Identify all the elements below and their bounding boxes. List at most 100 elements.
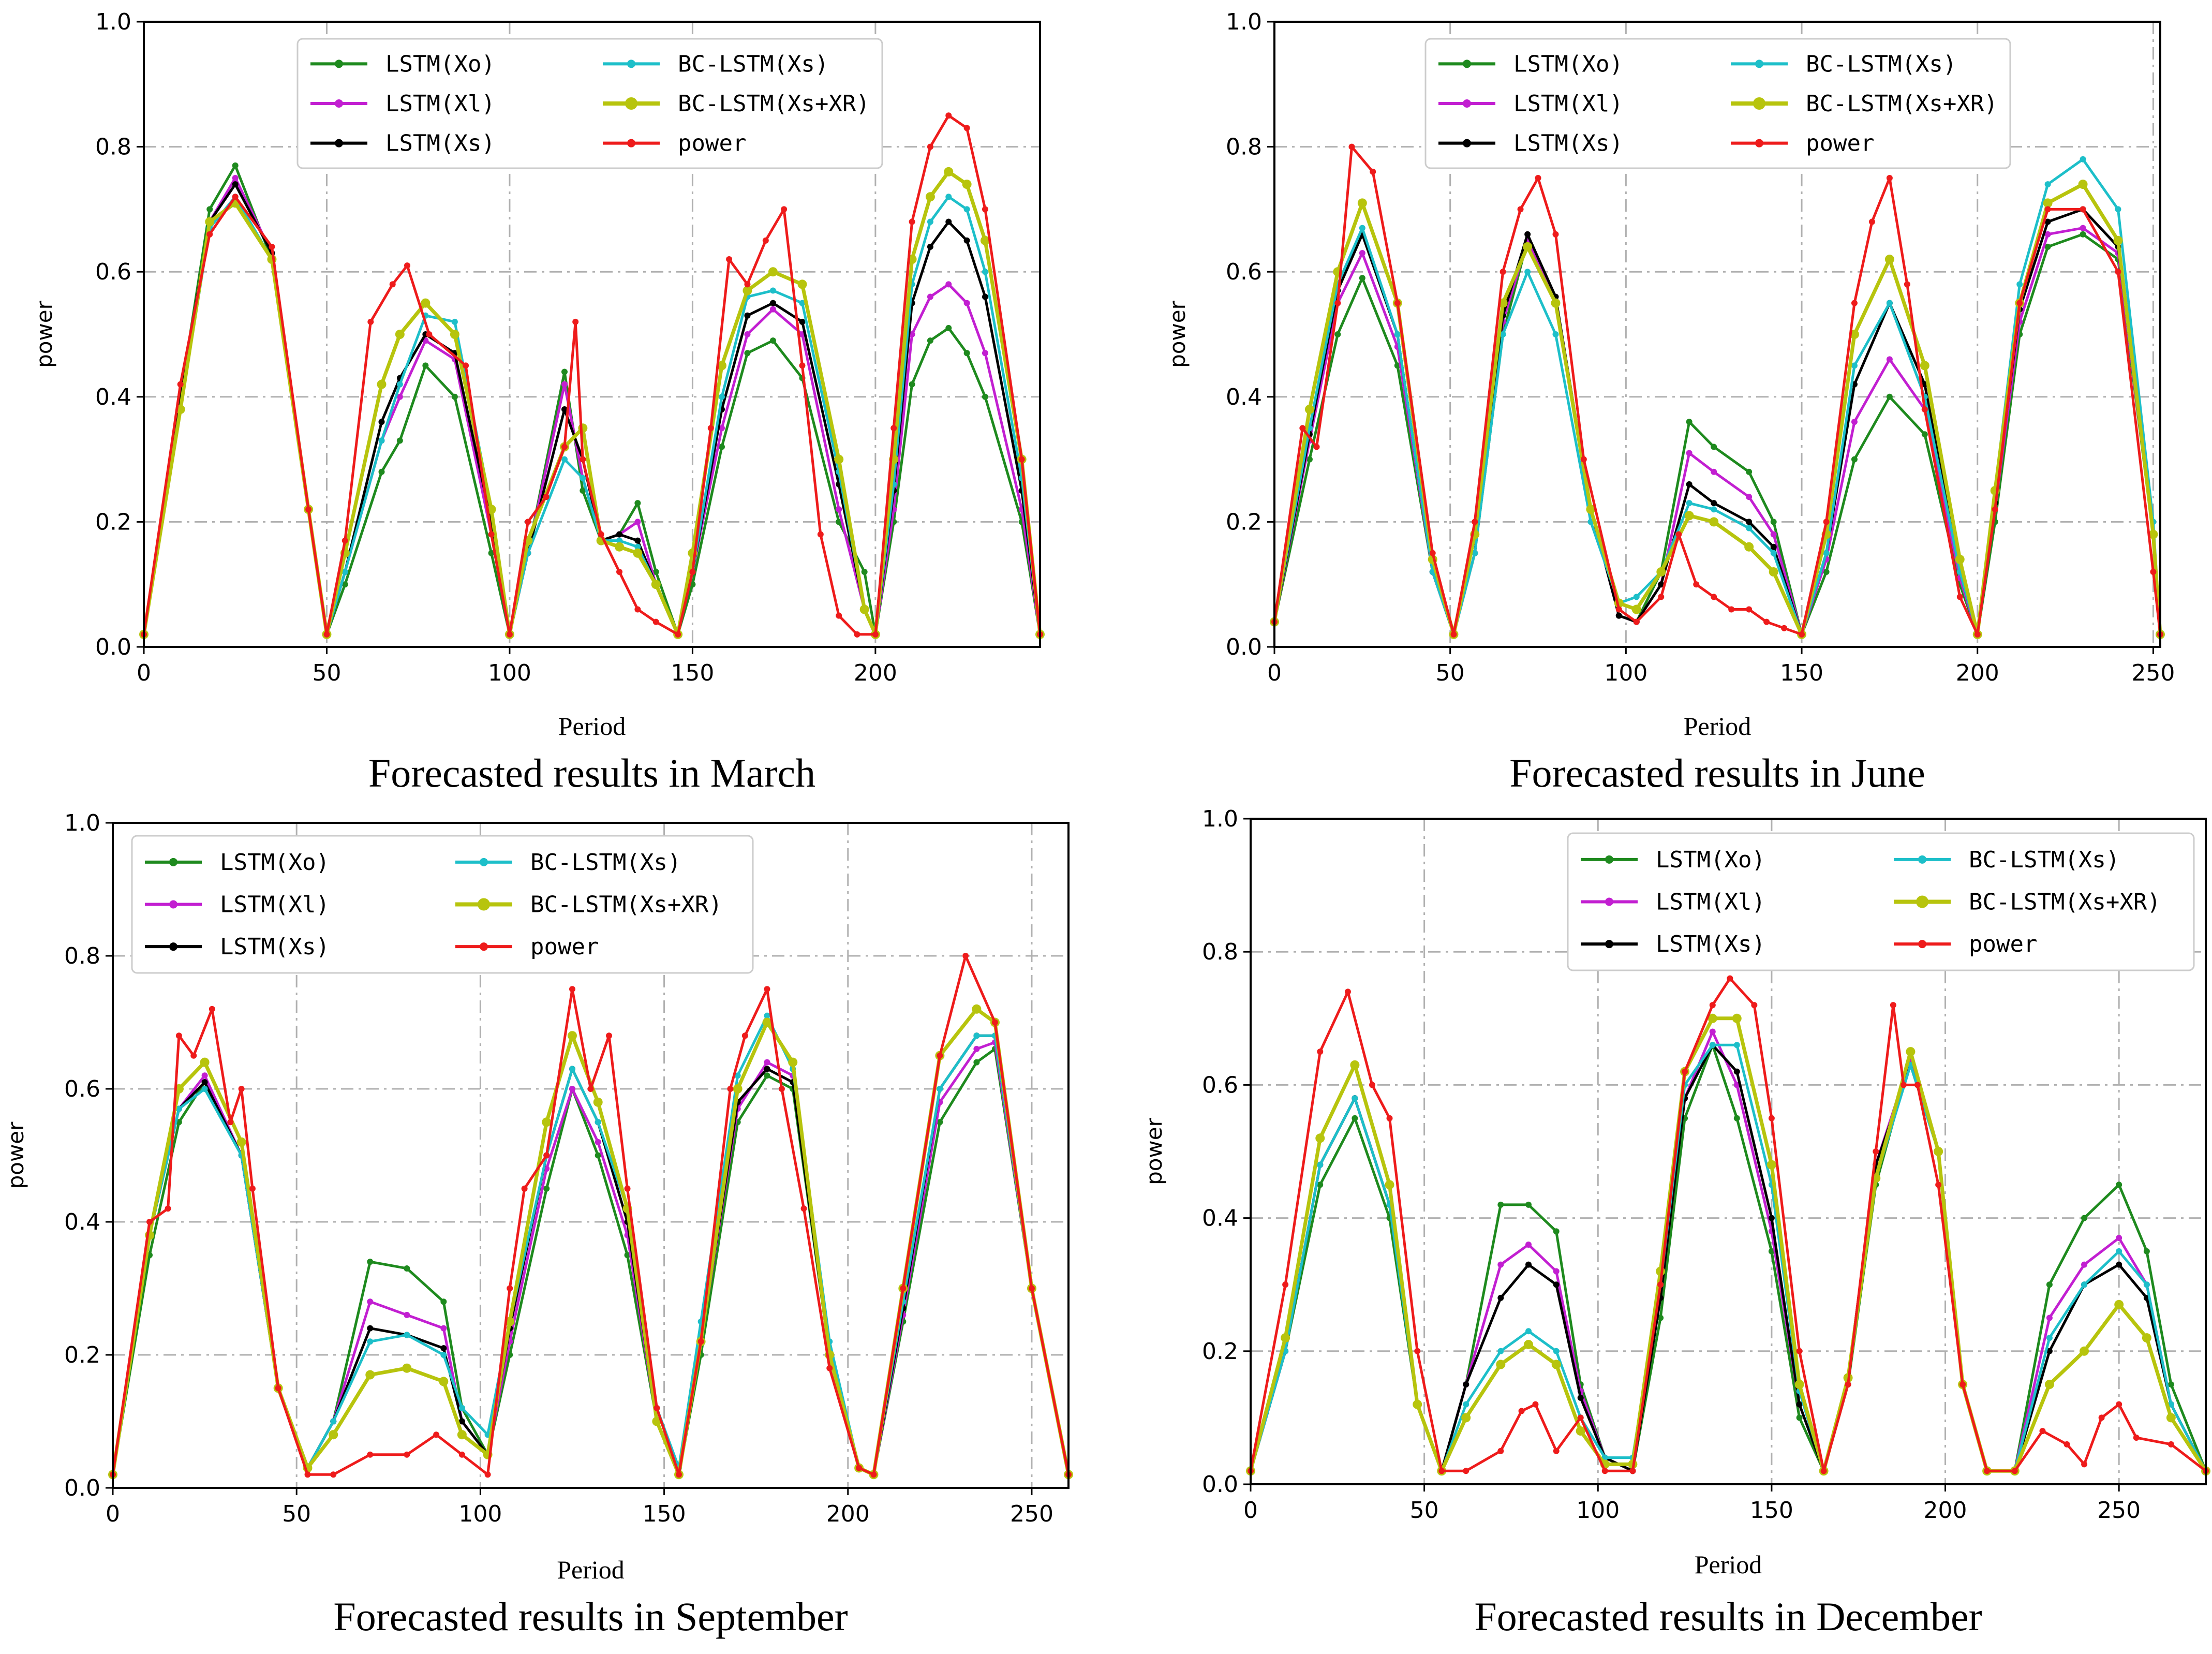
data-point xyxy=(1768,1115,1775,1121)
y-tick-label: 0.6 xyxy=(1202,1072,1238,1098)
chart-caption: Forecasted results in June xyxy=(1509,750,1925,795)
data-point xyxy=(1306,456,1313,463)
legend-item: power xyxy=(1731,130,1874,157)
data-point xyxy=(440,1325,447,1332)
data-point xyxy=(633,548,643,558)
data-point xyxy=(507,1285,513,1292)
data-point xyxy=(982,293,988,300)
data-point xyxy=(378,419,385,425)
data-point xyxy=(854,631,860,638)
data-point xyxy=(1746,468,1753,475)
data-point xyxy=(2081,1461,2088,1468)
y-tick-label: 0.4 xyxy=(64,1209,100,1235)
data-point xyxy=(463,362,469,369)
data-point xyxy=(2133,1434,2140,1441)
data-point xyxy=(543,1185,550,1192)
data-point xyxy=(2081,1281,2088,1288)
legend-label: BC-LSTM(Xs+XR) xyxy=(530,892,722,918)
data-point xyxy=(1796,1401,1803,1408)
data-point xyxy=(1886,300,1893,306)
x-tick-label: 0 xyxy=(1243,1497,1258,1524)
legend-label: BC-LSTM(Xs) xyxy=(1806,51,1956,77)
data-point xyxy=(836,506,842,513)
y-tick-label: 1.0 xyxy=(1202,806,1238,832)
legend-item: LSTM(Xo) xyxy=(1438,51,1623,77)
tick-labels: 0 50 100 150 200 250 0.0 0.2 0.4 0.6 0.8 1.0 xyxy=(64,810,1053,1527)
data-point xyxy=(1629,1468,1636,1474)
data-point xyxy=(1472,550,1478,556)
data-point xyxy=(616,531,623,538)
data-point xyxy=(1849,330,1859,339)
x-tick-label: 250 xyxy=(1010,1501,1053,1527)
legend-marker xyxy=(1755,60,1763,68)
data-point xyxy=(634,519,641,525)
data-point xyxy=(634,606,641,613)
data-point xyxy=(304,1471,311,1478)
data-point xyxy=(1518,1408,1525,1414)
data-point xyxy=(1438,1468,1445,1474)
data-point xyxy=(396,393,403,400)
data-point xyxy=(1633,594,1640,600)
data-point xyxy=(249,1185,256,1192)
data-point xyxy=(799,362,806,369)
y-tick-label: 0.0 xyxy=(1226,634,1262,660)
data-point xyxy=(856,1465,863,1471)
data-point xyxy=(232,194,239,200)
data-point xyxy=(330,1471,337,1478)
x-tick-label: 50 xyxy=(312,660,341,686)
y-tick-label: 1.0 xyxy=(95,9,131,35)
data-point xyxy=(404,1311,410,1318)
data-point xyxy=(2116,1248,2122,1254)
data-point xyxy=(768,267,778,277)
x-tick-label: 250 xyxy=(2097,1497,2141,1524)
data-point xyxy=(769,287,776,294)
legend-label: LSTM(Xs) xyxy=(1513,130,1623,157)
data-point xyxy=(945,194,952,200)
data-point xyxy=(580,488,586,494)
data-point xyxy=(1304,404,1314,414)
data-point xyxy=(1517,206,1524,213)
data-point xyxy=(1524,1339,1534,1349)
data-point xyxy=(1675,531,1682,538)
data-point xyxy=(764,1066,770,1072)
legend-marker xyxy=(1918,940,1926,949)
data-point xyxy=(1799,631,1805,638)
legend-marker xyxy=(1605,940,1613,949)
data-point xyxy=(367,1259,374,1265)
data-point xyxy=(367,1338,374,1345)
data-point xyxy=(836,612,842,619)
data-point xyxy=(2150,569,2157,575)
y-tick-label: 0.6 xyxy=(64,1076,100,1102)
tick-labels: 0 50 100 150 200 0.0 0.2 0.4 0.6 0.8 1.0 xyxy=(95,9,897,686)
data-point xyxy=(236,1137,246,1147)
data-point xyxy=(404,1332,410,1338)
x-tick-label: 50 xyxy=(1410,1497,1439,1524)
data-point xyxy=(616,537,623,544)
data-point xyxy=(1334,331,1341,337)
data-point xyxy=(1682,1068,1688,1075)
data-point xyxy=(2115,206,2121,213)
legend-marker xyxy=(1753,97,1765,110)
legend-item: BC-LSTM(Xs) xyxy=(455,849,681,876)
axes-frame xyxy=(143,21,1041,648)
legend-label: LSTM(Xl) xyxy=(385,91,495,117)
data-point xyxy=(937,1086,943,1092)
data-point xyxy=(973,1045,980,1052)
data-point xyxy=(177,381,184,388)
data-point xyxy=(972,1004,982,1014)
data-point xyxy=(1317,1048,1324,1055)
data-point xyxy=(1886,356,1893,363)
data-point xyxy=(1921,431,1928,438)
x-tick-label: 200 xyxy=(1956,660,1999,686)
x-tick-label: 0 xyxy=(1267,660,1282,686)
data-point xyxy=(834,454,844,464)
data-point xyxy=(927,218,933,225)
data-point xyxy=(451,318,458,325)
legend-marker xyxy=(169,942,177,951)
data-point xyxy=(2168,1441,2174,1448)
legend-item: BC-LSTM(Xs) xyxy=(1731,51,1956,77)
data-point xyxy=(769,306,776,313)
data-point xyxy=(764,986,770,993)
data-point xyxy=(206,206,213,213)
data-point xyxy=(1525,1242,1532,1248)
